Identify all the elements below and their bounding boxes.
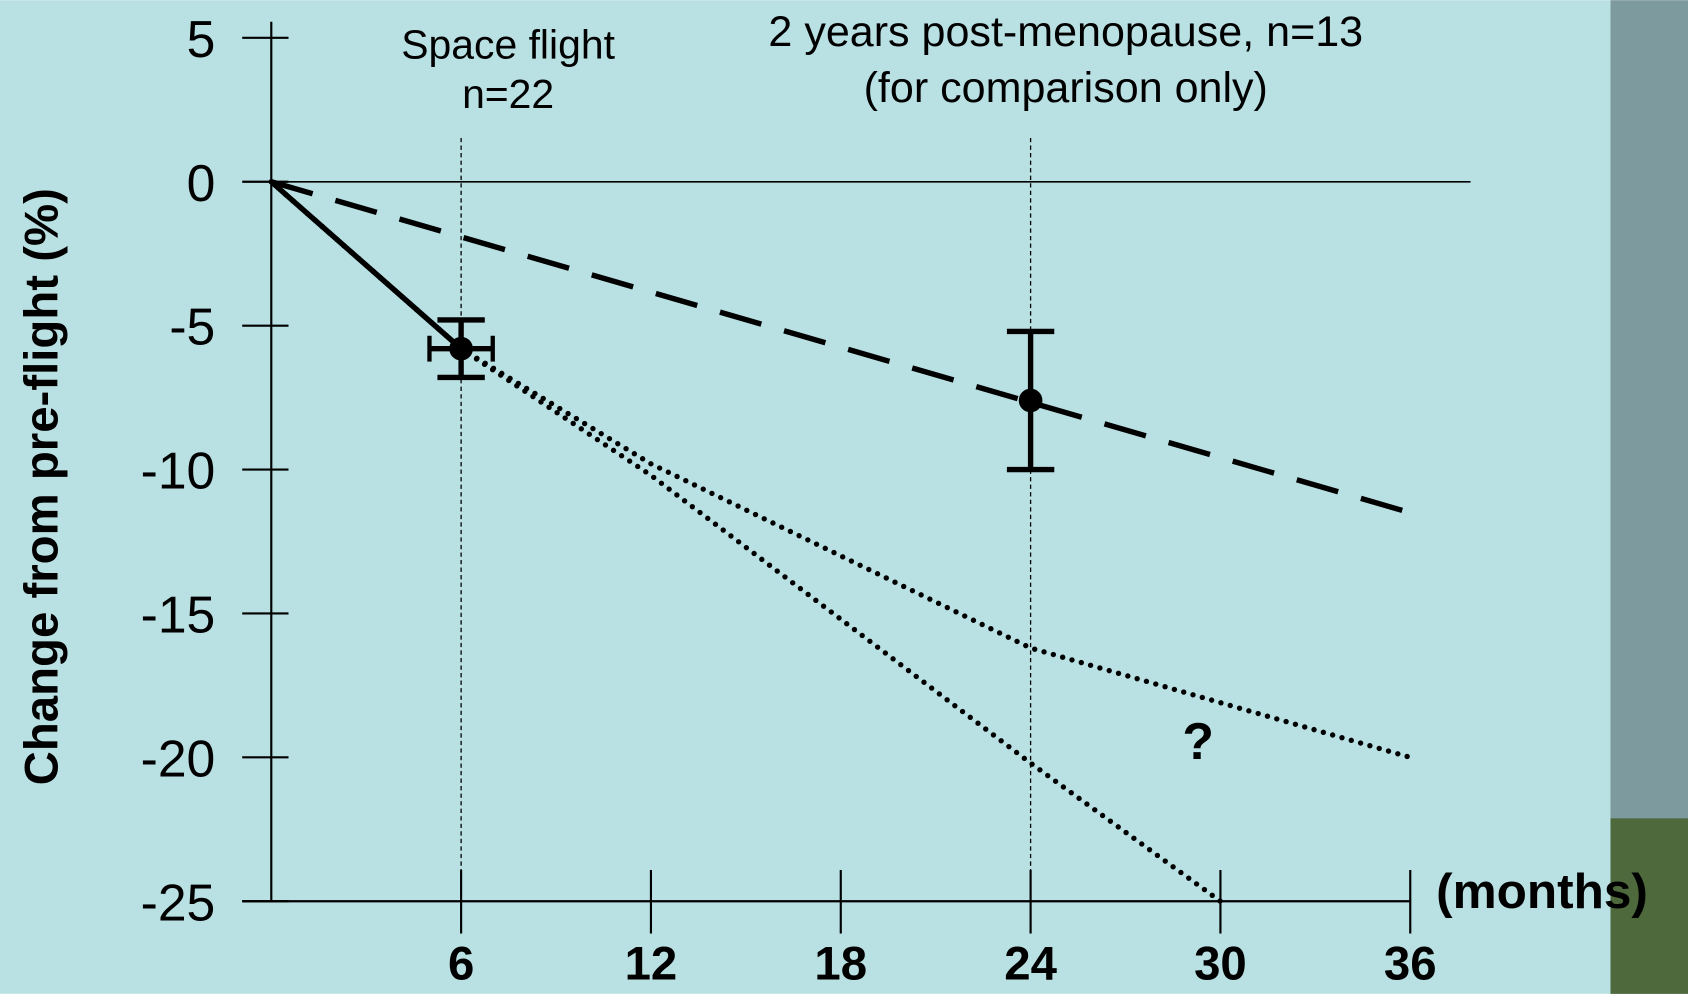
background bbox=[0, 0, 1611, 994]
y-tick-label: -20 bbox=[141, 729, 216, 787]
y-tick-label: 5 bbox=[187, 10, 216, 68]
data-point bbox=[449, 336, 473, 361]
y-tick-label: -25 bbox=[141, 873, 216, 931]
y-tick-label: -5 bbox=[169, 298, 215, 356]
annotation: (for comparison only) bbox=[864, 64, 1268, 112]
series-line bbox=[268, 179, 1224, 904]
x-axis-label: (months) bbox=[1436, 864, 1648, 919]
y-tick-label: 0 bbox=[187, 154, 216, 212]
x-tick-label: 18 bbox=[814, 937, 867, 990]
annotation: ? bbox=[1182, 712, 1214, 770]
x-tick-label: 6 bbox=[448, 937, 474, 990]
y-tick-label: -15 bbox=[141, 585, 216, 643]
data-point bbox=[1018, 388, 1043, 413]
x-tick-label: 24 bbox=[1004, 937, 1057, 990]
y-tick-label: -10 bbox=[141, 442, 216, 500]
annotation: 2 years post-menopause, n=13 bbox=[768, 8, 1363, 56]
x-tick-label: 36 bbox=[1384, 937, 1437, 990]
y-axis-label: Change from pre-flight (%) bbox=[16, 188, 69, 785]
annotation: Space flight bbox=[401, 21, 615, 67]
photo-trees bbox=[1610, 818, 1688, 994]
series-line bbox=[268, 179, 1413, 761]
x-tick-label: 12 bbox=[625, 937, 678, 990]
annotation: n=22 bbox=[462, 71, 554, 117]
x-tick-label: 30 bbox=[1194, 937, 1247, 990]
